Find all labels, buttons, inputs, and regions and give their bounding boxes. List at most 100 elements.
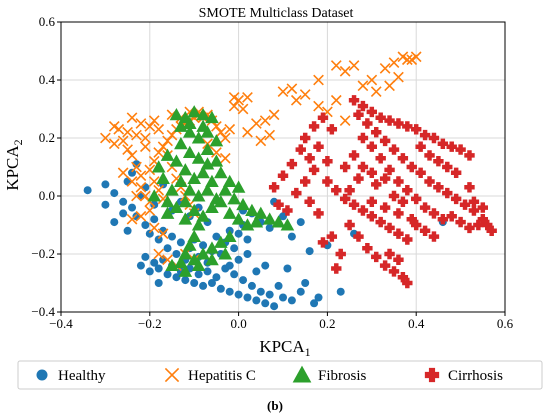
data-point [265, 290, 274, 299]
data-point [176, 238, 185, 247]
data-point [366, 196, 377, 208]
data-point [313, 100, 324, 112]
data-point [236, 197, 250, 211]
legend-item-hepatitis-c: Hepatitis C [164, 367, 256, 384]
data-point [154, 279, 163, 287]
data-point [178, 247, 193, 260]
data-point [252, 267, 261, 276]
data-point [207, 279, 216, 287]
data-point [280, 218, 295, 231]
data-point [424, 176, 435, 187]
data-point [411, 219, 422, 231]
data-point [169, 154, 184, 167]
data-point [211, 121, 222, 132]
data-point [205, 174, 219, 187]
data-point [242, 126, 253, 138]
data-point [187, 105, 201, 118]
data-point [406, 161, 417, 173]
data-point [313, 208, 324, 219]
data-point [287, 232, 296, 241]
data-point [100, 132, 111, 144]
data-point [150, 215, 159, 224]
data-point [271, 215, 286, 228]
legend-label: Cirrhosis [448, 368, 503, 384]
data-point [428, 231, 440, 242]
data-point [215, 126, 227, 138]
data-point [182, 145, 197, 158]
data-point [322, 156, 333, 167]
data-point [283, 264, 292, 273]
data-point [464, 182, 475, 193]
data-point [366, 167, 377, 179]
data-point [437, 214, 449, 225]
data-point [362, 243, 373, 254]
data-point [245, 203, 259, 216]
data-point [187, 229, 201, 243]
data-point [397, 272, 409, 283]
data-point [249, 215, 264, 228]
data-point [362, 118, 373, 129]
data-point [172, 273, 181, 282]
legend-item-healthy: Healthy [36, 368, 106, 384]
data-point [279, 293, 287, 302]
data-point [153, 147, 165, 158]
x-tick-label: −0.4 [49, 316, 73, 331]
data-point [205, 200, 219, 214]
data-point [159, 255, 168, 264]
data-point [228, 92, 240, 103]
data-point [393, 228, 404, 239]
data-point [145, 229, 154, 238]
data-point [151, 160, 166, 173]
data-point [234, 229, 243, 238]
data-point [402, 185, 413, 196]
data-point [366, 106, 377, 118]
data-point [199, 281, 208, 290]
data-point [388, 144, 400, 155]
data-point [191, 151, 206, 164]
data-point [154, 235, 163, 244]
data-point [205, 253, 219, 266]
data-point [160, 148, 175, 161]
x-tick-label: 0.6 [497, 316, 514, 331]
grid-lines [60, 21, 506, 313]
data-point [128, 168, 137, 177]
data-point [108, 121, 120, 132]
data-point [384, 222, 395, 234]
x-axis-title: KPCA1 [259, 337, 310, 359]
data-point [222, 206, 237, 219]
data-point [379, 63, 391, 74]
data-point [330, 60, 342, 71]
data-point [353, 173, 364, 184]
data-point [163, 244, 172, 253]
data-point [348, 95, 360, 106]
data-point [415, 167, 426, 179]
data-point [290, 94, 302, 106]
data-point [468, 196, 480, 208]
data-point [191, 218, 206, 231]
data-point [218, 183, 233, 196]
data-point [214, 166, 228, 179]
data-point [388, 190, 400, 202]
data-point [402, 234, 413, 245]
data-point [254, 206, 268, 219]
data-point [410, 51, 422, 63]
data-point [326, 231, 338, 242]
data-point [296, 218, 305, 227]
data-point [211, 147, 222, 158]
y-axis-title: KPCA2 [3, 139, 25, 190]
data-point [419, 129, 431, 141]
data-point [326, 124, 338, 135]
data-point [250, 118, 262, 129]
data-point [348, 150, 360, 161]
data-point [473, 219, 484, 231]
data-point [304, 196, 315, 208]
y-tick-label: 0.6 [39, 14, 56, 29]
data-point [357, 161, 369, 173]
data-point [123, 226, 132, 235]
data-point [344, 185, 355, 196]
data-point [384, 248, 395, 260]
data-point [268, 182, 280, 193]
data-point [196, 209, 210, 222]
data-point [228, 100, 240, 112]
